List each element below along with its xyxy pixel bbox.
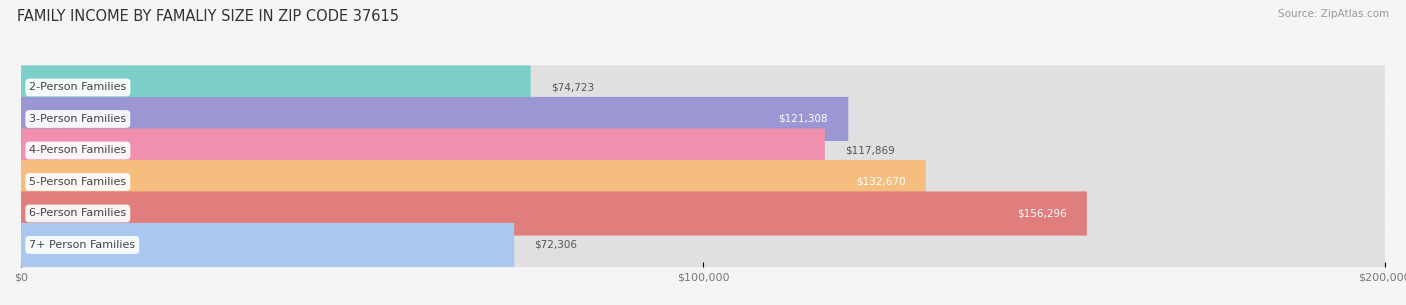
FancyBboxPatch shape <box>21 128 825 173</box>
Text: 5-Person Families: 5-Person Families <box>30 177 127 187</box>
Text: FAMILY INCOME BY FAMALIY SIZE IN ZIP CODE 37615: FAMILY INCOME BY FAMALIY SIZE IN ZIP COD… <box>17 9 399 24</box>
Text: $117,869: $117,869 <box>845 145 896 156</box>
FancyBboxPatch shape <box>21 128 1385 173</box>
Text: 6-Person Families: 6-Person Families <box>30 209 127 218</box>
Text: $74,723: $74,723 <box>551 82 595 92</box>
Text: 4-Person Families: 4-Person Families <box>30 145 127 156</box>
Text: $156,296: $156,296 <box>1017 209 1066 218</box>
FancyBboxPatch shape <box>21 160 1385 204</box>
Text: $121,308: $121,308 <box>778 114 828 124</box>
FancyBboxPatch shape <box>21 160 925 204</box>
FancyBboxPatch shape <box>21 192 1385 235</box>
Text: $72,306: $72,306 <box>534 240 578 250</box>
FancyBboxPatch shape <box>21 97 848 141</box>
Text: 3-Person Families: 3-Person Families <box>30 114 127 124</box>
Text: Source: ZipAtlas.com: Source: ZipAtlas.com <box>1278 9 1389 19</box>
Text: $132,670: $132,670 <box>856 177 905 187</box>
FancyBboxPatch shape <box>21 97 1385 141</box>
FancyBboxPatch shape <box>21 66 1385 109</box>
FancyBboxPatch shape <box>21 223 1385 267</box>
FancyBboxPatch shape <box>21 223 515 267</box>
FancyBboxPatch shape <box>21 66 530 109</box>
Text: 2-Person Families: 2-Person Families <box>30 82 127 92</box>
Text: 7+ Person Families: 7+ Person Families <box>30 240 135 250</box>
FancyBboxPatch shape <box>21 192 1087 235</box>
